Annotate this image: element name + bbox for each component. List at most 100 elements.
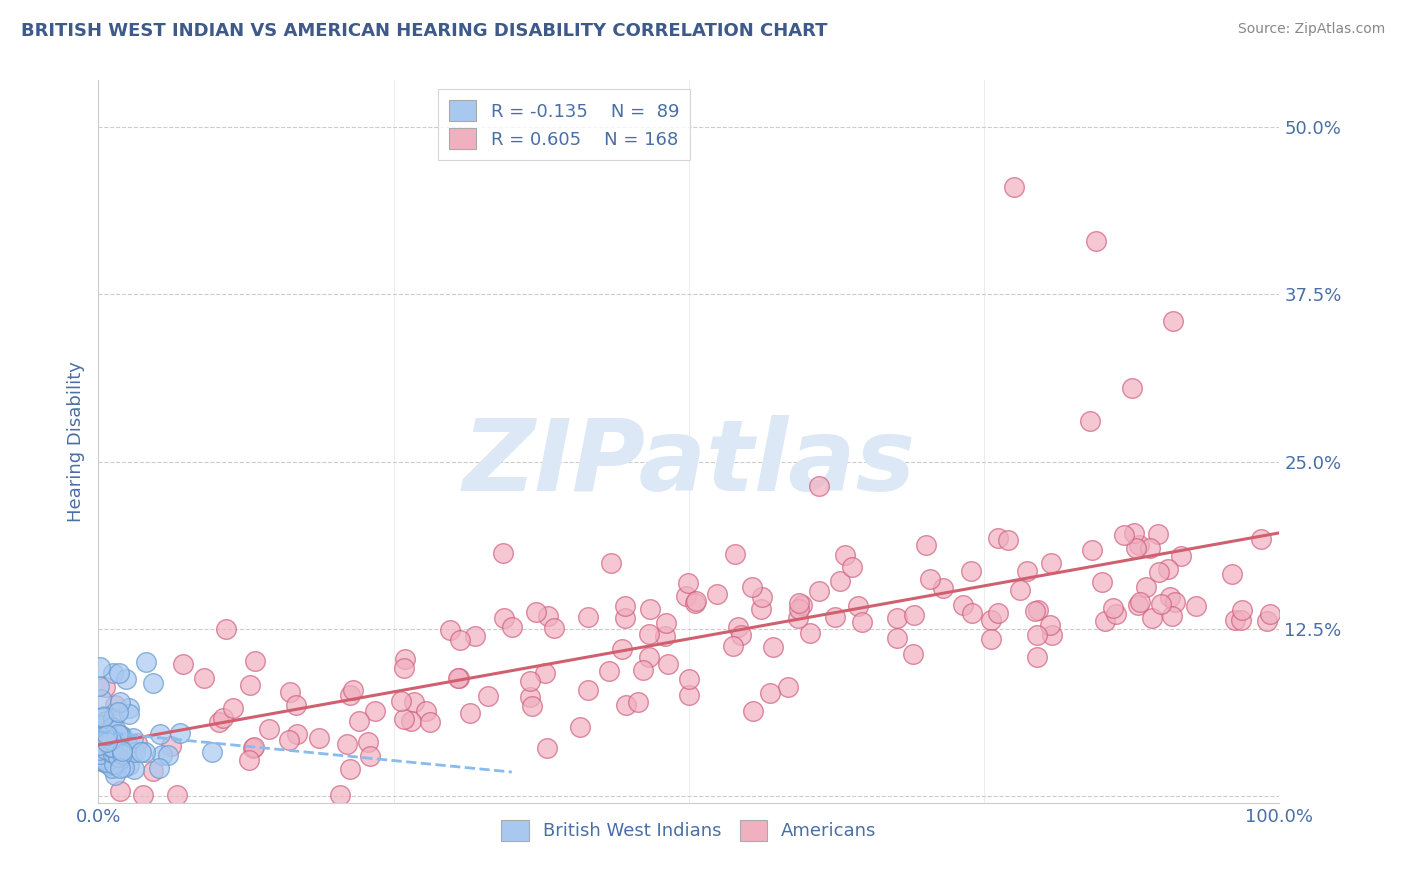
Point xyxy=(96,735,118,749)
Point xyxy=(846,599,869,614)
Point xyxy=(638,627,661,641)
Point xyxy=(389,694,412,708)
Point xyxy=(638,650,661,665)
Point xyxy=(115,737,138,751)
Point xyxy=(132,788,155,802)
Point xyxy=(678,688,700,702)
Point xyxy=(1161,314,1184,328)
Point xyxy=(1081,542,1104,557)
Point xyxy=(100,732,122,747)
Text: ZIPatlas: ZIPatlas xyxy=(463,415,915,512)
Point xyxy=(101,665,124,680)
Point xyxy=(101,739,124,754)
Point xyxy=(90,729,112,743)
Point xyxy=(108,761,131,775)
Point xyxy=(118,701,141,715)
Point xyxy=(242,740,264,755)
Point xyxy=(89,742,111,756)
Point xyxy=(308,731,330,745)
Point xyxy=(1002,180,1025,194)
Point xyxy=(238,678,260,692)
Point xyxy=(519,674,541,689)
Point xyxy=(90,692,112,706)
Point xyxy=(501,620,523,634)
Point xyxy=(1220,566,1243,581)
Point xyxy=(654,616,676,631)
Point xyxy=(654,629,676,643)
Point xyxy=(104,768,127,782)
Point xyxy=(96,733,118,747)
Point xyxy=(494,611,516,625)
Point xyxy=(91,718,114,732)
Point xyxy=(172,657,194,672)
Point xyxy=(98,731,121,745)
Point xyxy=(464,629,486,643)
Point xyxy=(807,478,830,492)
Point xyxy=(103,736,125,750)
Point xyxy=(1080,414,1102,428)
Point xyxy=(1170,549,1192,563)
Point xyxy=(1125,541,1147,555)
Point xyxy=(536,740,558,755)
Point xyxy=(101,711,124,725)
Legend: British West Indians, Americans: British West Indians, Americans xyxy=(495,813,883,848)
Point xyxy=(108,695,131,709)
Point xyxy=(91,735,114,749)
Point xyxy=(537,609,560,624)
Point xyxy=(135,655,157,669)
Point xyxy=(932,581,955,595)
Point xyxy=(124,762,146,776)
Point xyxy=(101,742,124,756)
Point xyxy=(91,750,114,764)
Point xyxy=(278,684,301,698)
Point xyxy=(96,726,118,740)
Point xyxy=(94,741,117,756)
Point xyxy=(685,596,707,610)
Point xyxy=(100,746,122,760)
Point xyxy=(208,714,231,729)
Text: Source: ZipAtlas.com: Source: ZipAtlas.com xyxy=(1237,22,1385,37)
Point xyxy=(1159,590,1181,604)
Point xyxy=(97,749,120,764)
Point xyxy=(952,599,974,613)
Point xyxy=(675,589,697,603)
Point xyxy=(90,754,112,768)
Point xyxy=(415,704,437,718)
Point xyxy=(93,754,115,768)
Point xyxy=(1156,561,1178,575)
Point xyxy=(741,704,763,718)
Point xyxy=(1121,381,1143,395)
Point xyxy=(1085,234,1108,248)
Point xyxy=(339,762,361,776)
Point xyxy=(568,721,591,735)
Point xyxy=(824,610,846,624)
Point xyxy=(439,623,461,637)
Point xyxy=(124,745,146,759)
Point xyxy=(533,665,555,680)
Point xyxy=(87,679,110,693)
Point xyxy=(1094,614,1116,628)
Point xyxy=(790,599,813,613)
Point xyxy=(105,723,128,738)
Point xyxy=(610,641,633,656)
Point xyxy=(214,622,236,636)
Point xyxy=(111,729,134,743)
Point xyxy=(1160,608,1182,623)
Point xyxy=(142,764,165,778)
Point xyxy=(1091,575,1114,590)
Point xyxy=(89,660,111,674)
Point xyxy=(404,695,426,709)
Point xyxy=(987,606,1010,620)
Point xyxy=(727,619,749,633)
Point xyxy=(111,744,134,758)
Point xyxy=(100,740,122,755)
Point xyxy=(1230,602,1253,616)
Point xyxy=(394,652,416,666)
Point xyxy=(1140,611,1163,625)
Point xyxy=(724,547,747,561)
Point xyxy=(799,625,821,640)
Point xyxy=(723,639,745,653)
Point xyxy=(1164,595,1187,609)
Point xyxy=(329,788,352,802)
Point xyxy=(169,726,191,740)
